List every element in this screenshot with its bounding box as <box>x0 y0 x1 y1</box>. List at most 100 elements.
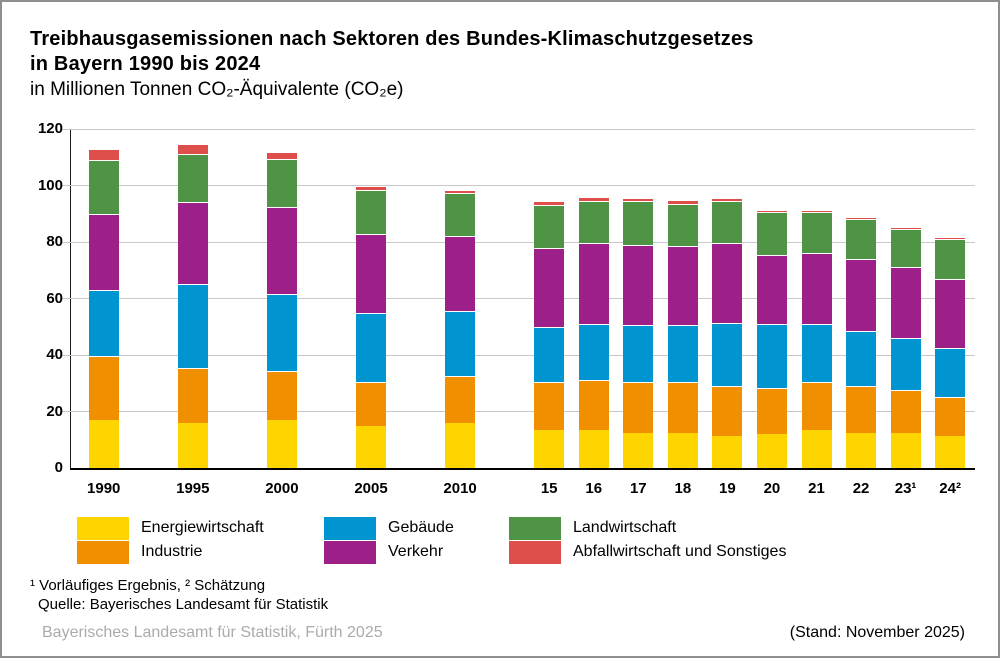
bar-segment-energiewirtschaft <box>756 434 787 468</box>
x-axis-label: 23¹ <box>894 480 917 497</box>
bar-segment-landwirtschaft <box>846 219 877 259</box>
bar-segment-geb-ude <box>801 323 832 382</box>
bar-segment-abfallwirtschaft-und-sonstiges <box>445 190 476 193</box>
bar-segment-industrie <box>846 386 877 433</box>
bar-segment-industrie <box>177 367 208 423</box>
bar-segment-industrie <box>712 386 743 436</box>
gridline-40 <box>71 354 975 356</box>
bar-segment-geb-ude <box>667 325 698 382</box>
legend-item-energiewirtschaft: Energiewirtschaft <box>77 516 264 540</box>
bar-segment-energiewirtschaft <box>846 432 877 468</box>
bar-segment-verkehr <box>846 258 877 331</box>
bar-segment-energiewirtschaft <box>623 432 654 468</box>
plot-area: 0 20 40 60 80 100 120 1990 1995 2000 2005 2010 15 16 1… <box>38 120 975 497</box>
chart-title-line2: in Bayern 1990 bis 2024 <box>30 53 261 75</box>
chart-title-line1: Treibhausgasemissionen nach Sektoren des… <box>30 28 754 50</box>
bar-segment-abfallwirtschaft-und-sonstiges <box>890 227 921 230</box>
legend-item-landwirtschaft: Landwirtschaft <box>509 516 786 540</box>
gridline-60 <box>71 298 975 299</box>
bar-segment-abfallwirtschaft-und-sonstiges <box>266 153 297 159</box>
x-axis-label: 19 <box>719 480 736 497</box>
bar-segment-industrie <box>623 381 654 433</box>
bar-segment-energiewirtschaft <box>801 429 832 468</box>
bar-segment-verkehr <box>177 202 208 285</box>
y-axis-label: 20 <box>46 402 63 420</box>
x-axis-label: 21 <box>808 480 825 497</box>
bar-segment-landwirtschaft <box>445 192 476 237</box>
footnote-result-note: ¹ Vorläufiges Ergebnis, ² Schätzung <box>30 577 266 594</box>
legend-label: Gebäude <box>388 519 454 536</box>
bar-segment-landwirtschaft <box>88 160 119 214</box>
bar-segment-geb-ude <box>266 294 297 371</box>
footnote-source: Quelle: Bayerisches Landesamt für Statis… <box>38 596 329 613</box>
bar-segment-landwirtschaft <box>712 201 743 244</box>
bar-segment-energiewirtschaft <box>578 429 609 468</box>
bar-segment-abfallwirtschaft-und-sonstiges <box>846 218 877 220</box>
bar-segment-industrie <box>356 381 386 426</box>
y-tick-20 <box>62 411 71 412</box>
footnotes: ¹ Vorläufiges Ergebnis, ² Schätzung Quel… <box>30 576 328 614</box>
bar-segment-industrie <box>935 397 966 436</box>
bar-segment-landwirtschaft <box>356 189 386 234</box>
bar-segment-verkehr <box>88 213 119 291</box>
bar-segment-energiewirtschaft <box>88 419 119 468</box>
y-axis-label: 100 <box>37 176 63 194</box>
bar-segment-industrie <box>578 380 609 430</box>
legend-item-verkehr: Verkehr <box>324 540 454 564</box>
bar-segment-abfallwirtschaft-und-sonstiges <box>756 210 787 213</box>
legend-item-abfallwirtschaft-und-sonstiges: Abfallwirtschaft und Sonstiges <box>509 540 786 564</box>
x-axis-label: 1990 <box>87 480 121 497</box>
y-axis-label: 80 <box>46 233 63 250</box>
bar-segment-abfallwirtschaft-und-sonstiges <box>667 201 698 204</box>
x-axis-label: 22 <box>852 480 870 497</box>
landwirtschaft-swatch <box>509 516 561 540</box>
geb-ude-swatch <box>324 516 376 540</box>
x-axis-label: 2000 <box>265 480 299 497</box>
bar-segment-landwirtschaft <box>935 239 966 279</box>
bar-segment-industrie <box>756 387 787 435</box>
bar-segment-industrie <box>266 370 297 420</box>
bar-segment-landwirtschaft <box>177 154 208 203</box>
bar-segment-geb-ude <box>756 323 787 388</box>
x-axis-label: 24² <box>939 480 961 497</box>
legend-label: Landwirtschaft <box>573 519 677 536</box>
bar-segment-industrie <box>667 381 698 433</box>
y-axis-label: 40 <box>46 346 63 363</box>
bar-segment-geb-ude <box>890 338 921 391</box>
gridline-120 <box>71 128 975 130</box>
x-axis-label: 17 <box>629 480 647 497</box>
y-tick-40 <box>62 354 71 356</box>
bar-segment-landwirtschaft <box>756 212 787 255</box>
legend-item-industrie: Industrie <box>77 540 264 564</box>
bar-segment-verkehr <box>890 267 921 339</box>
energiewirtschaft-swatch <box>77 516 129 540</box>
bar-segment-landwirtschaft <box>534 205 565 248</box>
x-axis-label: 15 <box>540 480 558 497</box>
bar-segment-verkehr <box>712 243 743 323</box>
chart-subtitle: in Millionen Tonnen CO₂-Äquivalente (CO₂… <box>30 79 404 100</box>
abfallwirtschaft-und-sonstiges-swatch <box>509 540 561 564</box>
bar-segment-landwirtschaft <box>890 229 921 268</box>
x-axis-label: 16 <box>585 480 603 497</box>
bar-segment-abfallwirtschaft-und-sonstiges <box>712 198 743 202</box>
bar-segment-verkehr <box>356 233 386 313</box>
bar-segment-geb-ude <box>623 325 654 382</box>
bar-segment-geb-ude <box>177 284 208 368</box>
bar-segment-energiewirtschaft <box>177 422 208 468</box>
bar-segment-industrie <box>88 356 119 420</box>
bar-segment-abfallwirtschaft-und-sonstiges <box>177 144 208 155</box>
legend-item-geb-ude: Gebäude <box>324 516 454 540</box>
bar-segment-verkehr <box>623 244 654 326</box>
bar-segment-landwirtschaft <box>266 158 297 207</box>
bar-segment-energiewirtschaft <box>667 432 698 468</box>
bar-segment-verkehr <box>578 243 609 324</box>
bar-segment-industrie <box>534 381 565 430</box>
bar-segment-landwirtschaft <box>623 201 654 245</box>
bar-segment-energiewirtschaft <box>445 422 476 468</box>
publisher-credit: Bayerisches Landesamt für Statistik, Für… <box>42 624 383 641</box>
bar-segment-landwirtschaft <box>667 203 698 247</box>
bar-segment-landwirtschaft <box>578 201 609 244</box>
legend-column: Landwirtschaft Abfallwirtschaft und Sonst… <box>509 516 786 564</box>
bar-segment-verkehr <box>756 254 787 324</box>
